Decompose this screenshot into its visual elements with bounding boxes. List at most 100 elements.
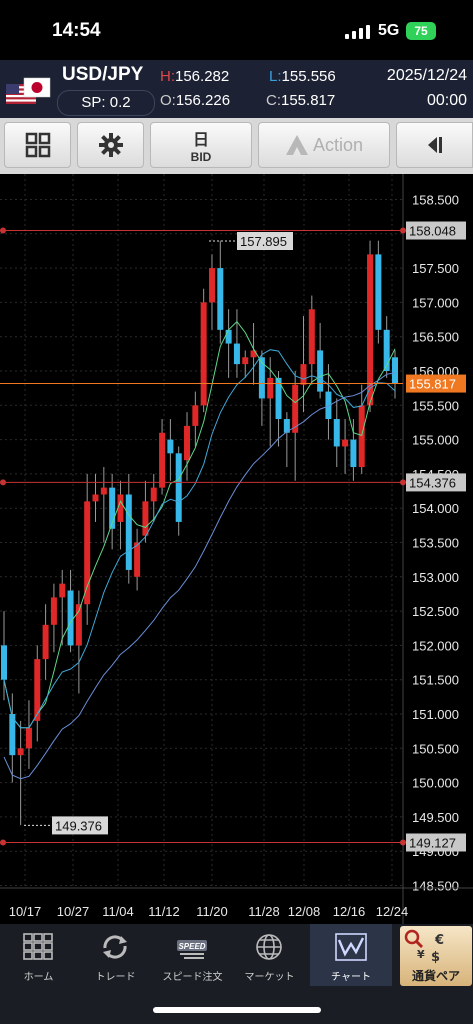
- candle-body: [150, 487, 157, 502]
- tab-home-label: ホーム: [23, 972, 54, 983]
- currency-pair-icon: € ¥ $: [404, 929, 444, 964]
- tab-currency-pair[interactable]: € ¥ $ 通貨ペア: [400, 926, 472, 986]
- candlestick-chart[interactable]: 158.500158.000157.500157.000156.500156.0…: [0, 174, 473, 924]
- x-tick-label: 11/20: [196, 904, 228, 919]
- layout-button[interactable]: [4, 122, 71, 168]
- candle-body: [308, 309, 315, 365]
- x-tick-label: 12/16: [333, 904, 366, 919]
- y-tick-label: 154.000: [412, 501, 459, 516]
- reference-label: 149.127: [409, 835, 456, 850]
- candle-body: [75, 604, 82, 646]
- candle-body: [375, 254, 382, 330]
- candle-body: [184, 425, 191, 461]
- quote-header[interactable]: USD/JPY SP: 0.2 H:156.282 O:156.226 L:15…: [0, 60, 473, 118]
- action-button[interactable]: Action: [258, 122, 390, 168]
- tab-market[interactable]: マーケット: [231, 924, 308, 986]
- price-side-label: BID: [190, 150, 212, 164]
- y-tick-label: 158.500: [412, 193, 459, 208]
- y-tick-label: 151.500: [412, 673, 459, 688]
- battery-icon: 75: [406, 22, 436, 40]
- reference-handle-right: [400, 839, 406, 846]
- candle-body: [358, 405, 365, 468]
- tab-speed-order[interactable]: SPEED スピード注文: [154, 924, 231, 986]
- network-label: 5G: [378, 22, 400, 39]
- settings-button[interactable]: [77, 122, 144, 168]
- reference-label: 158.048: [409, 224, 456, 239]
- candle-body: [275, 377, 282, 420]
- speed-badge: SPEED: [178, 942, 205, 951]
- candle-body: [208, 268, 215, 303]
- candle-body: [225, 329, 232, 344]
- candle-body: [59, 583, 66, 598]
- svg-text:€: €: [434, 933, 444, 948]
- open-value: 156.226: [175, 92, 231, 109]
- candle-body: [300, 364, 307, 385]
- tab-currency-pair-label: 通貨ペア: [411, 969, 460, 983]
- open-price: O:156.226: [160, 92, 230, 109]
- home-indicator[interactable]: [153, 1007, 321, 1013]
- candle-body: [125, 494, 132, 570]
- globe-icon: [256, 934, 282, 960]
- grid-icon: [25, 132, 50, 158]
- action-label: Action: [312, 134, 364, 155]
- trade-arrows-icon: [103, 935, 127, 959]
- candle-body: [84, 501, 91, 605]
- y-tick-label: 155.000: [412, 433, 459, 448]
- candle-body: [34, 659, 41, 721]
- y-tick-label: 157.000: [412, 295, 459, 310]
- reference-label-box: [406, 221, 466, 240]
- y-tick-label: 155.500: [412, 398, 459, 413]
- reference-handle-right: [400, 227, 406, 234]
- x-tick-label: 11/12: [148, 904, 180, 919]
- reference-label-box: [406, 473, 466, 492]
- chart-toolbar: 日 BID Action: [0, 118, 473, 174]
- candle-body: [342, 439, 349, 447]
- x-tick-label: 10/17: [9, 904, 42, 919]
- close-value: 155.817: [281, 92, 336, 109]
- x-tick-label: 10/27: [57, 904, 90, 919]
- low-price: L:155.556: [269, 68, 336, 85]
- y-tick-label: 152.500: [412, 604, 459, 619]
- y-tick-label: 151.000: [412, 707, 459, 722]
- panel-toggle-button[interactable]: [396, 122, 473, 168]
- close-label: C:: [266, 92, 281, 109]
- speed-icon: SPEED: [177, 940, 207, 959]
- low-value: 155.556: [281, 68, 336, 85]
- close-price: C:155.817: [266, 92, 335, 109]
- candle-body: [167, 439, 174, 454]
- status-bar: 14:54 5G 75: [0, 0, 473, 60]
- y-tick-label: 153.500: [412, 536, 459, 551]
- reference-handle-left: [0, 479, 6, 486]
- usd-jpy-flag-icon: [6, 77, 51, 104]
- tab-trade[interactable]: トレード: [77, 924, 154, 986]
- tab-chart[interactable]: チャート: [310, 924, 392, 986]
- candle-body: [242, 357, 249, 365]
- y-tick-label: 149.500: [412, 810, 459, 825]
- chart-canvas[interactable]: 158.500158.000157.500157.000156.500156.0…: [0, 174, 473, 924]
- candle-body: [233, 343, 240, 365]
- candle-body: [283, 419, 290, 433]
- candle-body: [67, 590, 74, 646]
- quote-date: 2025/12/24: [386, 67, 467, 84]
- candle-body: [109, 487, 116, 529]
- chart-background: [0, 174, 473, 924]
- candle-body: [217, 268, 224, 330]
- tab-speed-order-label: スピード注文: [162, 972, 223, 983]
- candle-body: [9, 714, 16, 756]
- reference-handle-left: [0, 227, 6, 234]
- reference-handle-right: [400, 479, 406, 486]
- candle-body: [50, 597, 57, 625]
- low-marker-label: 149.376: [55, 818, 102, 833]
- quote-time: 00:00: [426, 92, 467, 109]
- svg-text:¥: ¥: [417, 948, 425, 961]
- action-logo-icon: [285, 135, 308, 155]
- y-tick-label: 148.500: [412, 879, 459, 894]
- candle-body: [333, 419, 340, 447]
- candle-body: [192, 405, 199, 426]
- tab-trade-label: トレード: [95, 972, 136, 983]
- status-time: 14:54: [52, 20, 101, 41]
- tab-home[interactable]: ホーム: [0, 924, 77, 986]
- y-tick-label: 152.000: [412, 638, 459, 653]
- chart-icon: [335, 933, 367, 961]
- period-bid-button[interactable]: 日 BID: [150, 122, 252, 168]
